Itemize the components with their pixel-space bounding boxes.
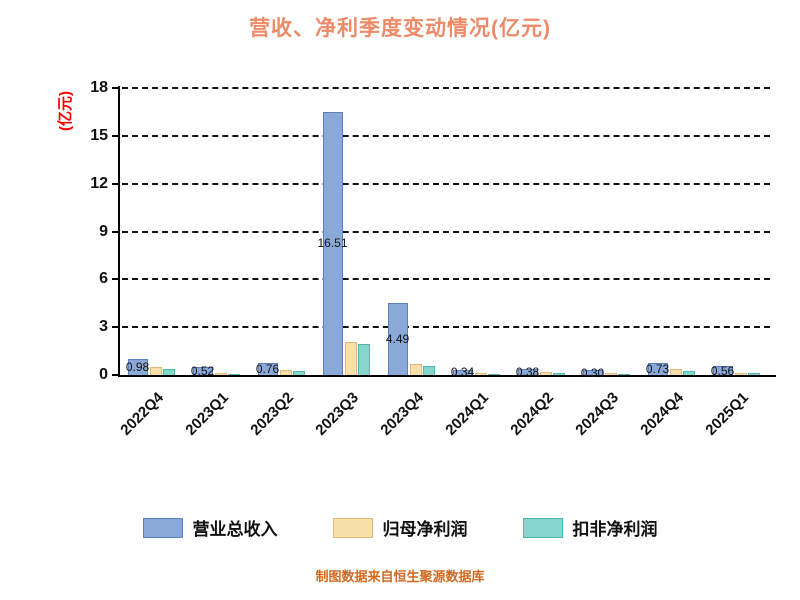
bar-扣非净利润 [552, 373, 565, 375]
gridline [122, 278, 770, 281]
bar-营业总收入 [582, 370, 603, 375]
y-tick-mark [112, 326, 120, 329]
y-tick-label: 3 [99, 318, 108, 336]
bar-归母净利润 [734, 372, 747, 375]
bar-扣非净利润 [227, 373, 240, 375]
x-axis-line [118, 375, 776, 377]
y-tick-label: 12 [90, 174, 108, 192]
legend: 营业总收入 归母净利润 扣非净利润 [0, 515, 800, 540]
y-tick-mark [112, 87, 120, 89]
legend-swatch [142, 517, 183, 538]
bar-营业总收入 [322, 111, 343, 375]
bar-营业总收入 [452, 369, 473, 375]
bar-归母净利润 [344, 342, 357, 375]
bar-归母净利润 [669, 369, 682, 375]
bar-归母净利润 [149, 367, 162, 375]
bar-营业总收入 [257, 362, 278, 375]
y-tick-mark [112, 182, 120, 185]
bar-扣非净利润 [617, 373, 630, 375]
legend-label: 营业总收入 [192, 520, 278, 539]
gridline [122, 230, 770, 233]
bar-value-label: 0.34 [450, 365, 475, 380]
legend-item: 营业总收入 [142, 515, 278, 540]
bar-value-label: 0.52 [190, 363, 215, 378]
y-tick-mark [112, 134, 120, 137]
bar-归母净利润 [279, 369, 292, 375]
bar-归母净利润 [214, 373, 227, 375]
legend-swatch [522, 517, 563, 538]
bar-归母净利润 [409, 363, 422, 375]
bar-value-label: 0.30 [580, 365, 605, 380]
bar-营业总收入 [387, 303, 408, 375]
bar-营业总收入 [517, 368, 538, 375]
y-tick-label: 9 [99, 222, 108, 240]
bar-归母净利润 [604, 373, 617, 375]
bar-营业总收入 [127, 359, 148, 375]
bar-value-label: 16.51 [317, 236, 348, 251]
bar-扣非净利润 [162, 368, 175, 375]
y-tick-mark [112, 278, 120, 281]
chart-title: 营收、净利季度变动情况(亿元) [249, 17, 551, 40]
y-tick-mark [112, 230, 120, 233]
legend-label: 归母净利润 [382, 520, 468, 539]
bar-营业总收入 [712, 366, 733, 375]
bar-value-label: 0.38 [515, 364, 540, 379]
bar-扣非净利润 [747, 373, 760, 375]
legend-label: 扣非净利润 [572, 520, 658, 539]
y-tick-label: 6 [99, 270, 108, 288]
legend-item: 扣非净利润 [522, 515, 658, 540]
y-tick-label: 15 [90, 126, 108, 144]
bar-value-label: 0.76 [255, 361, 280, 376]
bar-归母净利润 [539, 372, 552, 375]
legend-swatch [332, 517, 373, 538]
gridline [122, 134, 770, 137]
bar-value-label: 0.98 [125, 360, 150, 375]
gridline [122, 182, 770, 185]
legend-item: 归母净利润 [332, 515, 468, 540]
y-tick-mark [112, 374, 120, 376]
bar-扣非净利润 [487, 373, 500, 375]
bar-归母净利润 [474, 373, 487, 375]
bar-营业总收入 [192, 366, 213, 375]
y-tick-label: 0 [99, 366, 108, 383]
bar-扣非净利润 [422, 366, 435, 375]
gridline [122, 87, 770, 89]
y-tick-label: 18 [90, 79, 108, 96]
bar-扣非净利润 [682, 370, 695, 375]
y-axis-line [118, 86, 120, 377]
bar-value-label: 4.49 [385, 332, 410, 347]
bar-扣非净利润 [292, 371, 305, 375]
bar-value-label: 0.56 [710, 363, 735, 378]
data-source-caption: 制图数据来自恒生聚源数据库 [315, 569, 485, 584]
bar-扣非净利润 [357, 344, 370, 375]
gridline [122, 326, 770, 329]
bar-value-label: 0.73 [645, 362, 670, 377]
bar-营业总收入 [647, 363, 668, 375]
